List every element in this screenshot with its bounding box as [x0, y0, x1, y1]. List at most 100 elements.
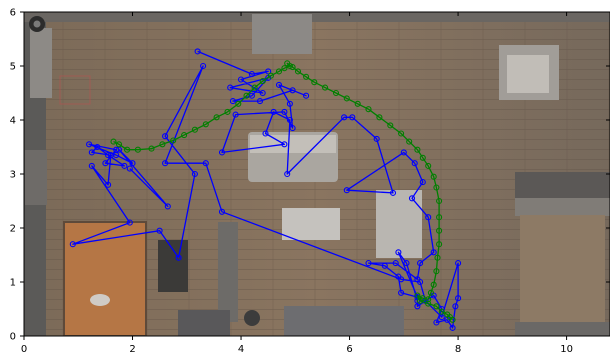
x-tick-label: 6: [346, 344, 352, 355]
series-0-point-56: [417, 278, 424, 286]
series-0-point-25: [373, 135, 380, 142]
series-1-point-6: [170, 137, 177, 144]
series-1-point-16: [267, 72, 274, 79]
series-1-point-10: [213, 114, 220, 121]
series-0-point-4: [259, 89, 266, 97]
x-tick-label: 8: [455, 344, 461, 355]
x-tick-label: 10: [560, 344, 573, 355]
series-1-point-0: [110, 138, 117, 145]
series-0-point-0: [194, 48, 201, 55]
series-1-point-50: [417, 297, 424, 304]
series-1-point-40: [436, 214, 443, 221]
series-1-point-39: [436, 197, 443, 205]
series-1-point-21: [289, 64, 296, 71]
series-0-point-77: [86, 141, 93, 148]
series-1-point-45: [430, 281, 437, 288]
y-tick-label: 3: [10, 170, 16, 181]
series-0-point-24: [349, 114, 356, 121]
series-0-point-57: [398, 276, 405, 283]
series-0-point-48: [433, 319, 440, 326]
series-0-point-42: [395, 249, 402, 256]
series-0-point-60: [162, 160, 169, 167]
series-0-point-17: [218, 149, 226, 156]
series-0-point-71: [88, 149, 95, 156]
series-0-point-22: [284, 170, 291, 178]
series-0-point-14: [289, 125, 296, 132]
series-0-point-72: [94, 143, 101, 151]
series-0-point-1: [248, 71, 255, 78]
series-1-point-35: [419, 154, 426, 161]
x-tick-label: 4: [238, 344, 244, 355]
series-1-point-37: [430, 173, 437, 180]
series-1-point-8: [191, 126, 198, 133]
series-0-point-5: [227, 84, 234, 91]
y-tick-label: 2: [10, 224, 16, 235]
series-1-point-43: [434, 254, 441, 261]
series-1-point-36: [425, 162, 432, 169]
series-0-point-27: [343, 187, 350, 194]
series-0-point-12: [275, 81, 283, 88]
series-1-point-26: [332, 89, 340, 97]
series-1-point-49: [414, 292, 421, 299]
series-1-point-7: [181, 132, 188, 139]
series-0-point-38: [381, 262, 388, 269]
series-0-point-63: [191, 170, 198, 178]
series-1-point-27: [343, 95, 350, 102]
series-0-point-34: [417, 260, 424, 267]
series-0-point-79: [129, 160, 136, 167]
series-1-point-2: [124, 146, 131, 153]
series-1-point-9: [202, 121, 209, 128]
series-0-point-2: [265, 68, 272, 75]
series-0-point-36: [392, 260, 399, 267]
series-0-point-58: [218, 208, 226, 215]
series-1-point-1: [115, 141, 123, 148]
series-1: [110, 60, 456, 323]
series-0-point-68: [88, 162, 95, 169]
x-tick-label: 0: [21, 344, 27, 355]
series-0-point-45: [414, 303, 421, 310]
series-0-point-18: [281, 141, 288, 148]
series-0-point-3: [237, 76, 245, 83]
series-0-line: [72, 50, 459, 329]
series-1-point-51: [425, 300, 432, 307]
series-0-point-20: [270, 108, 277, 115]
series-0-point-51: [452, 303, 459, 310]
series-1-point-24: [311, 79, 318, 86]
series-0-point-37: [365, 260, 372, 267]
series-0: [69, 48, 462, 331]
series-1-point-47: [425, 296, 432, 303]
series-1-point-46: [427, 289, 434, 296]
series-1-point-34: [414, 146, 421, 153]
y-tick-label: 0: [10, 332, 16, 343]
series-1-point-18: [281, 65, 288, 72]
series-1-point-32: [398, 130, 405, 137]
series-1-point-11: [224, 108, 231, 115]
series-0-point-59: [202, 160, 209, 167]
series-0-point-13: [286, 100, 293, 107]
series-0-point-9: [256, 98, 264, 105]
series-0-point-40: [398, 289, 405, 296]
series-1-point-23: [303, 73, 310, 80]
series-1-point-4: [148, 145, 155, 152]
series-1-point-13: [243, 92, 250, 99]
series-0-point-67: [126, 219, 133, 226]
series-1-point-14: [251, 84, 258, 91]
series-0-point-62: [162, 133, 169, 140]
series-1-point-31: [387, 122, 394, 129]
series-0-point-69: [105, 181, 112, 188]
series-0-point-74: [121, 162, 128, 169]
series-0-point-19: [262, 130, 269, 137]
series-0-point-29: [411, 160, 418, 167]
series-0-point-16: [232, 111, 239, 118]
series-0-point-23: [341, 114, 348, 121]
series-0-point-43: [403, 260, 410, 267]
series-0-point-52: [455, 295, 462, 302]
series-1-point-25: [322, 84, 329, 91]
series-1-point-44: [433, 268, 440, 275]
series-1-point-5: [159, 141, 166, 148]
series-1-point-52: [433, 303, 440, 310]
series-0-point-32: [425, 214, 432, 221]
series-0-point-61: [200, 62, 207, 70]
series-1-point-30: [376, 114, 383, 121]
